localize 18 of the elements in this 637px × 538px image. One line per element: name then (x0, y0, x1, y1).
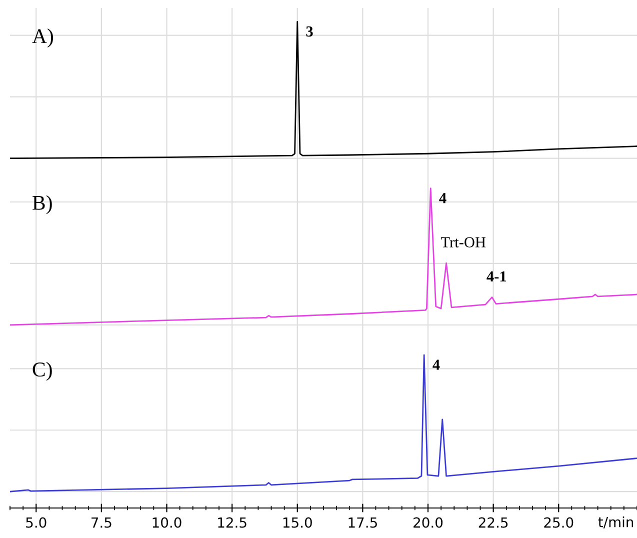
annotation: B) (32, 195, 52, 214)
annotation: C) (32, 362, 52, 381)
x-tick-label: 15.0 (283, 517, 312, 528)
x-tick-label: 17.5 (348, 517, 377, 528)
annotation: A) (32, 28, 54, 48)
annotation: 4 (439, 193, 446, 204)
x-tick-label: 5.0 (26, 517, 46, 528)
x-axis-title: t/min (598, 516, 634, 528)
x-tick-label: 22.5 (478, 517, 508, 528)
annotation: 4-1 (486, 271, 506, 282)
x-tick-label: 10.0 (152, 517, 182, 528)
x-tick-label: 7.5 (92, 517, 112, 528)
annotation: 3 (306, 26, 313, 37)
x-tick-label: 12.5 (218, 517, 246, 528)
x-tick-label: 20.0 (414, 517, 443, 528)
annotation: Trt-OH (441, 237, 486, 248)
annotation: 4 (432, 360, 440, 370)
x-tick-label: 25.0 (544, 517, 574, 528)
